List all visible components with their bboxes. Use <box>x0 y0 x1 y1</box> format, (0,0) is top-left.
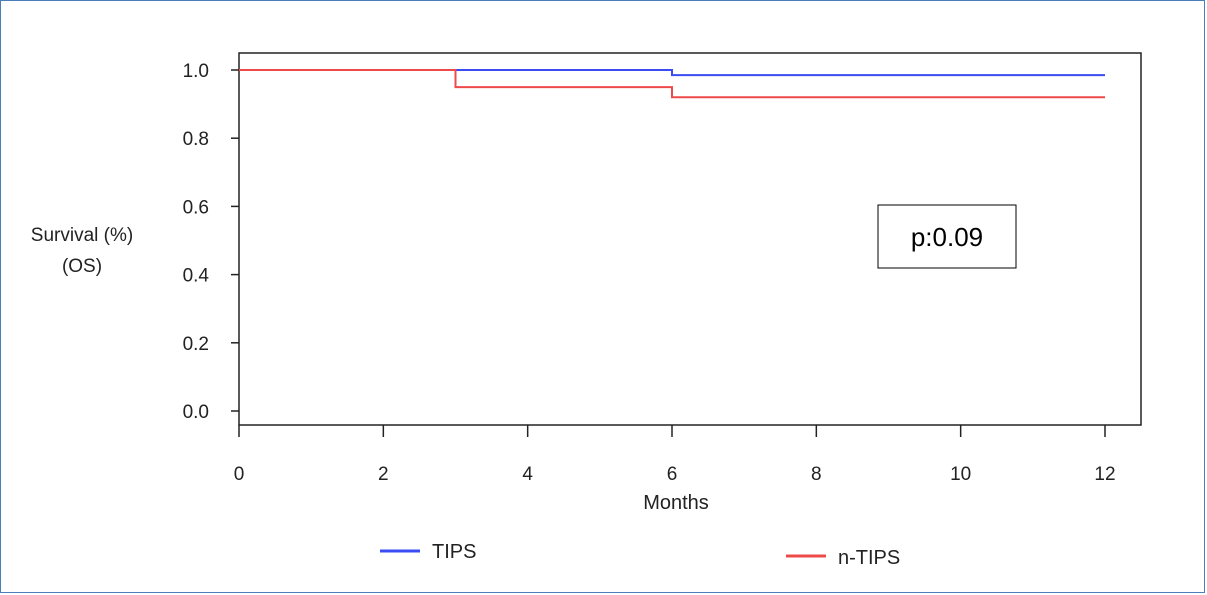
x-tick-label: 0 <box>234 464 245 485</box>
p-value-box <box>877 204 1017 269</box>
y-tick-label: 1.0 <box>183 61 209 82</box>
x-tick-label: 6 <box>667 464 678 485</box>
legend-label-n-tips: n-TIPS <box>838 547 900 569</box>
y-tick-label: 0.4 <box>183 266 210 287</box>
y-axis-title-line-2: (OS) <box>62 256 102 277</box>
plot-area <box>238 52 1142 426</box>
x-tick-label: 12 <box>1094 464 1115 485</box>
y-tick-label: 0.2 <box>183 334 209 355</box>
legend-label-tips: TIPS <box>432 541 476 563</box>
p-value-label: p:0.09 <box>911 222 983 252</box>
y-axis: 0.0 0.2 0.4 0.6 0.8 1.0 <box>183 61 239 423</box>
x-axis: 0 2 4 6 8 10 12 <box>234 425 1116 485</box>
x-tick-label: 10 <box>950 464 971 485</box>
x-tick-label: 8 <box>811 464 822 485</box>
series-layer <box>239 69 1105 99</box>
x-axis-title: Months <box>643 492 709 514</box>
y-tick-label: 0.6 <box>183 197 209 218</box>
series-line-n-tips <box>239 69 1105 99</box>
x-tick-label: 4 <box>522 464 533 485</box>
legend: TIPS n-TIPS <box>380 541 900 569</box>
y-tick-label: 0.8 <box>183 129 209 150</box>
y-axis-title-line-1: Survival (%) <box>31 225 133 246</box>
x-tick-label: 2 <box>378 464 389 485</box>
y-tick-label: 0.0 <box>183 402 209 423</box>
